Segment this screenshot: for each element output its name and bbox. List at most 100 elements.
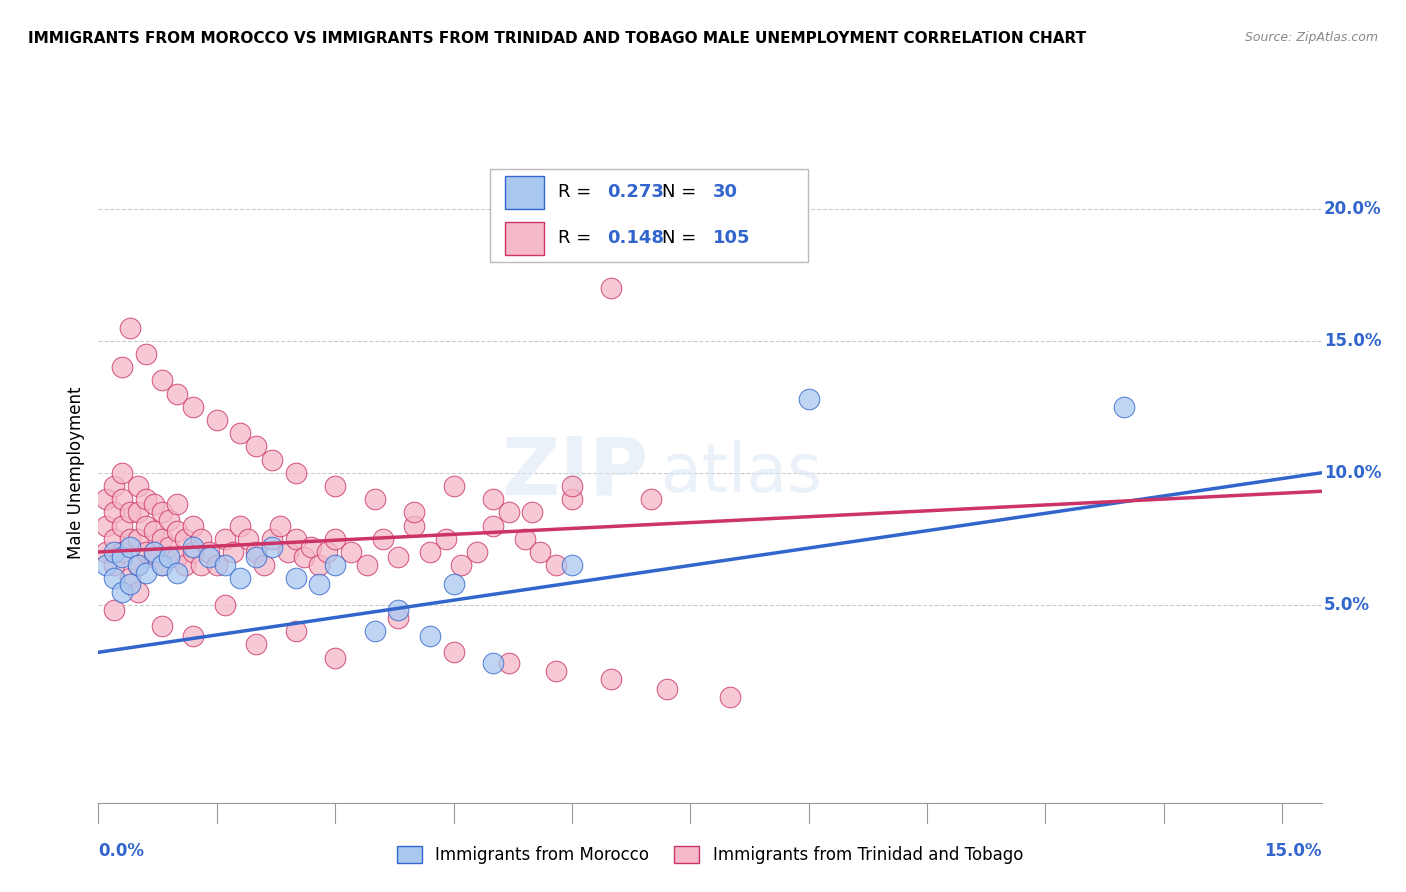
Text: 15.0%: 15.0%	[1264, 842, 1322, 861]
Point	[465, 545, 488, 559]
Point	[103, 505, 125, 519]
Y-axis label: Male Unemployment: Male Unemployment	[66, 386, 84, 559]
Point	[127, 558, 149, 573]
Point	[482, 656, 505, 670]
FancyBboxPatch shape	[505, 222, 544, 255]
Point	[159, 513, 181, 527]
Point	[371, 532, 394, 546]
Point	[103, 571, 125, 585]
Point	[96, 545, 118, 559]
Point	[198, 545, 221, 559]
Point	[443, 645, 465, 659]
Point	[498, 656, 520, 670]
Point	[229, 518, 252, 533]
Point	[482, 518, 505, 533]
Point	[127, 505, 149, 519]
Point	[229, 426, 252, 441]
Point	[103, 545, 125, 559]
Point	[404, 505, 426, 519]
Point	[419, 630, 441, 644]
Point	[443, 479, 465, 493]
Point	[118, 532, 141, 546]
Point	[181, 400, 204, 414]
Point	[214, 532, 236, 546]
Point	[103, 532, 125, 546]
FancyBboxPatch shape	[505, 176, 544, 209]
Point	[284, 466, 307, 480]
Point	[111, 466, 134, 480]
Point	[166, 550, 188, 565]
Point	[797, 392, 820, 406]
Point	[166, 386, 188, 401]
Point	[118, 320, 141, 334]
Point	[166, 524, 188, 538]
Point	[323, 479, 346, 493]
Point	[118, 576, 141, 591]
Point	[323, 558, 346, 573]
Point	[118, 540, 141, 554]
Point	[640, 492, 662, 507]
Point	[522, 505, 544, 519]
Point	[316, 545, 339, 559]
Point	[214, 598, 236, 612]
Point	[103, 479, 125, 493]
Point	[284, 571, 307, 585]
Legend: Immigrants from Morocco, Immigrants from Trinidad and Tobago: Immigrants from Morocco, Immigrants from…	[391, 838, 1029, 871]
Point	[260, 452, 283, 467]
Point	[323, 650, 346, 665]
Point	[419, 545, 441, 559]
Point	[269, 518, 291, 533]
Point	[340, 545, 363, 559]
Text: 0.148: 0.148	[607, 229, 664, 247]
Point	[150, 505, 173, 519]
Point	[561, 492, 583, 507]
Point	[260, 540, 283, 554]
Point	[253, 558, 276, 573]
Point	[111, 584, 134, 599]
Point	[561, 558, 583, 573]
Point	[301, 540, 323, 554]
FancyBboxPatch shape	[489, 169, 808, 261]
Text: R =: R =	[558, 229, 598, 247]
Point	[718, 690, 741, 705]
Point	[1114, 400, 1136, 414]
Point	[284, 532, 307, 546]
Point	[190, 532, 212, 546]
Point	[482, 492, 505, 507]
Point	[404, 518, 426, 533]
Point	[96, 492, 118, 507]
Point	[135, 566, 157, 580]
Point	[150, 373, 173, 387]
Text: 30: 30	[713, 183, 738, 202]
Text: atlas: atlas	[661, 440, 823, 506]
Point	[135, 492, 157, 507]
Point	[150, 558, 173, 573]
Point	[111, 550, 134, 565]
Point	[127, 584, 149, 599]
Point	[118, 571, 141, 585]
Point	[181, 545, 204, 559]
Point	[450, 558, 472, 573]
Point	[142, 550, 165, 565]
Point	[308, 558, 330, 573]
Point	[174, 558, 197, 573]
Text: 15.0%: 15.0%	[1324, 332, 1382, 350]
Point	[181, 540, 204, 554]
Point	[150, 558, 173, 573]
Point	[655, 682, 678, 697]
Point	[118, 505, 141, 519]
Point	[238, 532, 260, 546]
Text: 20.0%: 20.0%	[1324, 200, 1382, 218]
Point	[600, 672, 623, 686]
Point	[181, 630, 204, 644]
Point	[103, 603, 125, 617]
Point	[142, 524, 165, 538]
Point	[221, 545, 243, 559]
Point	[159, 550, 181, 565]
Point	[245, 550, 267, 565]
Point	[387, 603, 409, 617]
Point	[546, 664, 568, 678]
Point	[529, 545, 551, 559]
Text: 105: 105	[713, 229, 749, 247]
Point	[387, 611, 409, 625]
